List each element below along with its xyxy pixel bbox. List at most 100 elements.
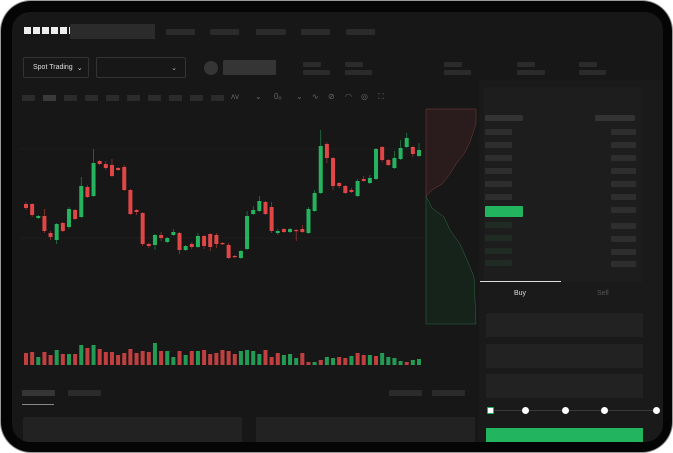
volume-bar	[60, 354, 65, 365]
ask-price	[485, 194, 512, 200]
volume-bar	[245, 350, 250, 365]
coin-icon	[204, 61, 218, 75]
volume-bar	[318, 360, 323, 365]
indicator-icon[interactable]: ᴧᴠ	[231, 92, 239, 101]
chevron-down-icon[interactable]: ⌄	[296, 92, 303, 101]
total-input[interactable]	[486, 374, 643, 398]
interval-button[interactable]	[106, 95, 119, 101]
ask-amount	[611, 142, 636, 148]
candle	[85, 187, 90, 197]
candle	[324, 144, 329, 158]
candle	[79, 186, 84, 217]
candle	[165, 238, 170, 242]
candle	[140, 213, 145, 244]
stat-label	[303, 62, 321, 67]
volume-bar	[30, 352, 35, 365]
interval-button[interactable]	[22, 95, 35, 101]
slider-handle[interactable]	[487, 407, 494, 414]
stat-label	[579, 62, 597, 67]
volume-bar	[238, 351, 243, 365]
candle	[361, 179, 366, 181]
candle	[417, 150, 421, 156]
candle	[189, 244, 194, 247]
filter-button[interactable]	[432, 390, 465, 396]
ask-amount	[611, 181, 636, 187]
volume-bar	[300, 353, 305, 365]
active-tab-indicator	[22, 404, 54, 405]
stat-value	[517, 70, 545, 75]
chevron-down-icon: ⌄	[171, 65, 177, 72]
interval-button[interactable]	[127, 95, 140, 101]
volume-bar	[97, 349, 102, 365]
ask-amount	[611, 155, 636, 161]
market-select[interactable]: Spot Trading ⌄	[23, 57, 89, 78]
interval-button[interactable]	[43, 95, 56, 101]
volume-bar	[275, 353, 280, 365]
candle	[318, 146, 323, 193]
candle	[343, 186, 348, 193]
search-bar[interactable]	[70, 24, 155, 39]
candle	[245, 216, 250, 249]
candle	[331, 158, 336, 186]
depth-asks-area	[425, 108, 477, 197]
settings-icon[interactable]: ◎	[361, 92, 368, 101]
volume-bar	[294, 358, 299, 365]
filter-button[interactable]	[389, 390, 422, 396]
line-icon[interactable]: ∿	[312, 92, 319, 101]
tab-buy[interactable]: Buy	[514, 290, 527, 297]
volume-bar	[171, 357, 176, 365]
volume-bar	[349, 356, 354, 365]
interval-button[interactable]	[148, 95, 161, 101]
tab-order-history[interactable]	[68, 390, 101, 396]
nav-item[interactable]	[210, 29, 239, 35]
interval-button[interactable]	[85, 95, 98, 101]
nav-item[interactable]	[256, 29, 286, 35]
interval-button[interactable]	[190, 95, 203, 101]
tab-sell[interactable]: Sell	[597, 290, 609, 297]
nav-item[interactable]	[346, 29, 375, 35]
volume-bar	[232, 354, 237, 365]
slider-stop[interactable]	[522, 407, 529, 414]
gauge-icon[interactable]: ◠	[345, 92, 352, 101]
orderbook-header	[485, 115, 523, 121]
candle	[171, 232, 176, 235]
nav-item[interactable]	[301, 29, 330, 35]
candle	[263, 202, 268, 214]
slider-stop[interactable]	[601, 407, 608, 414]
volume-bar	[66, 354, 71, 365]
amount-input[interactable]	[486, 344, 643, 368]
interval-button[interactable]	[64, 95, 77, 101]
volume-bar	[392, 358, 397, 365]
volume-bar	[208, 354, 213, 365]
volume-bar	[42, 352, 47, 365]
slider-stop[interactable]	[562, 407, 569, 414]
fullscreen-icon[interactable]: ⛶	[378, 92, 384, 101]
volume-bar	[116, 355, 121, 365]
chart-type-icon[interactable]: ⌄	[255, 92, 262, 101]
slider-stop[interactable]	[653, 407, 660, 414]
pair-select[interactable]: ⌄	[96, 57, 186, 78]
volume-bar	[177, 351, 182, 365]
active-tab-indicator	[480, 281, 561, 282]
candle	[122, 167, 127, 190]
interval-button[interactable]	[169, 95, 182, 101]
candle	[257, 201, 262, 211]
volume-bar	[226, 351, 231, 365]
bid-amount	[611, 236, 636, 242]
volume-bar	[214, 353, 219, 365]
slider-track[interactable]	[490, 410, 657, 411]
tab-open-orders[interactable]	[22, 390, 55, 396]
volume-bar	[367, 355, 372, 365]
nav-item[interactable]	[166, 29, 195, 35]
draw-icon[interactable]: ⊘	[328, 92, 335, 101]
buy-button[interactable]	[486, 428, 643, 442]
stat-label	[345, 62, 363, 67]
interval-icon[interactable]: 0ₒ	[274, 92, 282, 101]
candlestick-chart[interactable]	[12, 12, 482, 392]
ask-price	[485, 168, 512, 174]
price-input[interactable]	[486, 313, 643, 337]
interval-button[interactable]	[211, 95, 224, 101]
orders-card	[256, 417, 475, 442]
volume-bar	[257, 354, 262, 365]
volume-bar	[122, 353, 127, 365]
